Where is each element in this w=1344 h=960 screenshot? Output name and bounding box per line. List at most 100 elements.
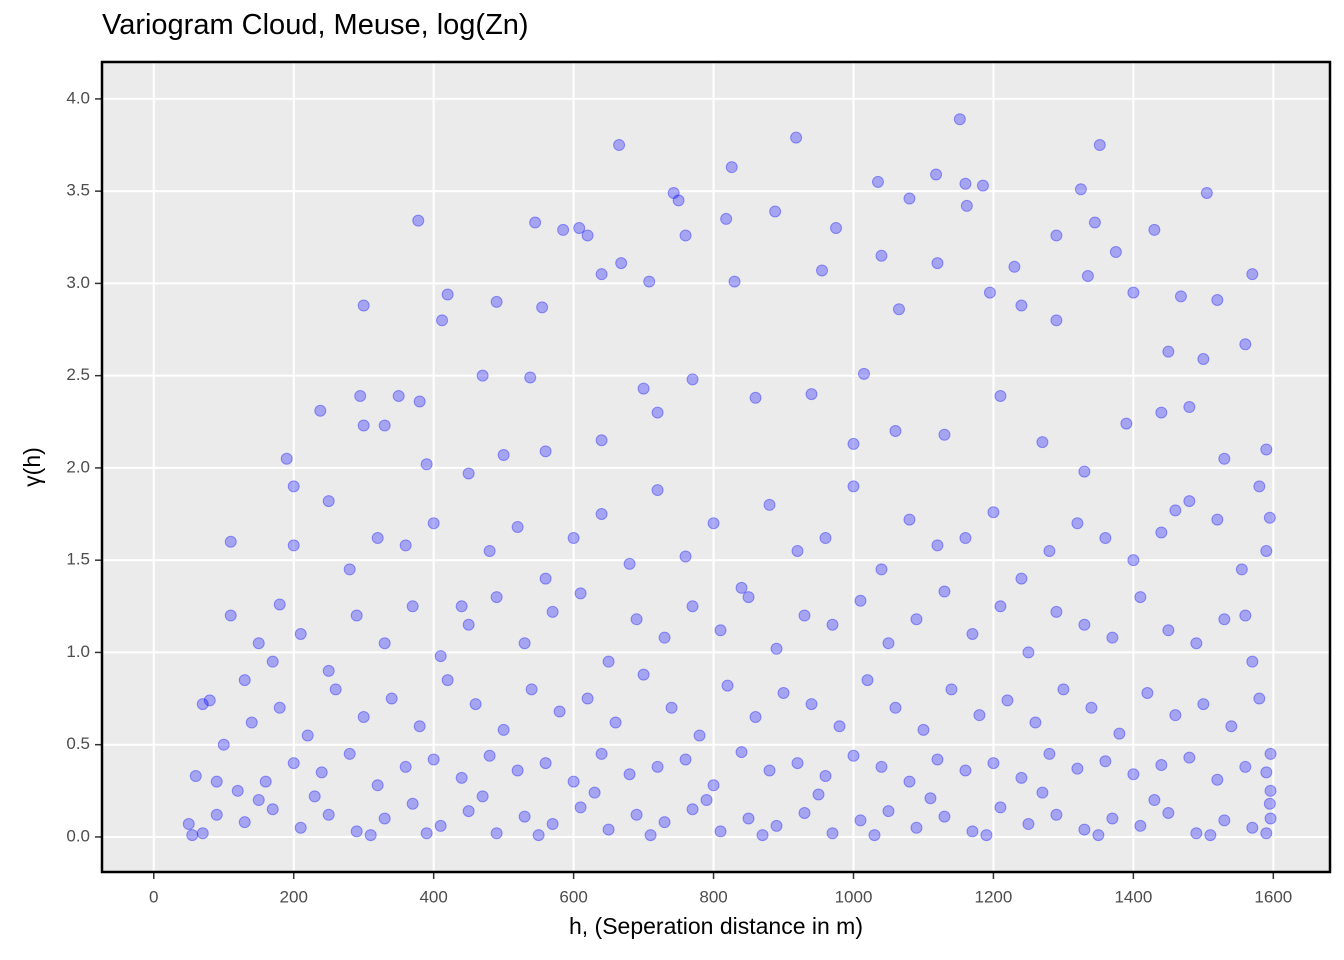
- chart-title: Variogram Cloud, Meuse, log(Zn): [102, 9, 529, 41]
- point: [693, 729, 706, 742]
- point: [224, 535, 237, 548]
- point: [483, 749, 496, 762]
- point: [1162, 624, 1175, 637]
- point: [1113, 727, 1126, 740]
- point: [1183, 401, 1196, 414]
- point: [490, 827, 503, 840]
- point: [1008, 260, 1021, 273]
- point: [1127, 554, 1140, 567]
- point: [1088, 216, 1101, 229]
- point: [1162, 345, 1175, 358]
- point: [573, 222, 586, 235]
- point: [1022, 818, 1035, 831]
- point: [524, 371, 537, 384]
- point: [613, 139, 626, 152]
- point: [1174, 290, 1187, 303]
- point: [1078, 823, 1091, 836]
- point: [938, 428, 951, 441]
- point: [1148, 223, 1161, 236]
- point: [469, 698, 482, 711]
- point: [938, 810, 951, 823]
- x-tick-label: 600: [559, 887, 587, 906]
- point: [1197, 698, 1210, 711]
- point: [511, 764, 524, 777]
- point: [930, 168, 943, 181]
- point: [861, 674, 874, 687]
- point: [1239, 609, 1252, 622]
- point: [441, 288, 454, 301]
- point: [931, 539, 944, 552]
- point: [434, 819, 447, 832]
- point: [567, 532, 580, 545]
- point: [960, 199, 973, 212]
- point: [707, 779, 720, 792]
- point: [1036, 436, 1049, 449]
- point: [1148, 794, 1161, 807]
- point: [980, 829, 993, 842]
- point: [546, 605, 559, 618]
- point: [210, 775, 223, 788]
- point: [910, 613, 923, 626]
- point: [350, 825, 363, 838]
- point: [595, 268, 608, 281]
- point: [1050, 605, 1063, 618]
- point: [658, 816, 671, 829]
- point: [1050, 314, 1063, 327]
- point: [1264, 784, 1277, 797]
- point: [203, 694, 216, 707]
- point: [462, 618, 475, 631]
- point: [539, 445, 552, 458]
- point: [420, 458, 433, 471]
- point: [1043, 544, 1056, 557]
- point: [1169, 504, 1182, 517]
- point: [875, 563, 888, 576]
- point: [672, 194, 685, 207]
- point: [536, 301, 549, 314]
- point: [966, 627, 979, 640]
- point: [252, 637, 265, 650]
- point: [903, 513, 916, 526]
- point: [462, 467, 475, 480]
- point: [525, 683, 538, 696]
- point: [315, 766, 328, 779]
- point: [720, 212, 733, 225]
- point: [287, 757, 300, 770]
- point: [1211, 513, 1224, 526]
- point: [1239, 338, 1252, 351]
- point: [371, 779, 384, 792]
- point: [777, 687, 790, 700]
- point: [1162, 806, 1175, 819]
- point: [1260, 443, 1273, 456]
- point: [1204, 829, 1217, 842]
- point: [994, 801, 1007, 814]
- point: [1093, 139, 1106, 152]
- point: [805, 388, 818, 401]
- point: [350, 609, 363, 622]
- point: [189, 770, 202, 783]
- point: [1029, 716, 1042, 729]
- point: [413, 720, 426, 733]
- point: [623, 768, 636, 781]
- point: [301, 729, 314, 742]
- y-tick-label: 1.0: [66, 642, 90, 661]
- point: [819, 770, 832, 783]
- point: [826, 618, 839, 631]
- point: [399, 539, 412, 552]
- point: [903, 775, 916, 788]
- point: [1134, 819, 1147, 832]
- point: [385, 692, 398, 705]
- point: [378, 419, 391, 432]
- point: [532, 829, 545, 842]
- point: [392, 389, 405, 402]
- point: [735, 581, 748, 594]
- point: [1264, 812, 1277, 825]
- y-tick-label: 4.0: [66, 88, 90, 107]
- x-tick-label: 1200: [975, 887, 1013, 906]
- point: [378, 812, 391, 825]
- point: [854, 814, 867, 827]
- point: [630, 808, 643, 821]
- point: [1218, 452, 1231, 465]
- point: [238, 816, 251, 829]
- point: [329, 683, 342, 696]
- point: [455, 771, 468, 784]
